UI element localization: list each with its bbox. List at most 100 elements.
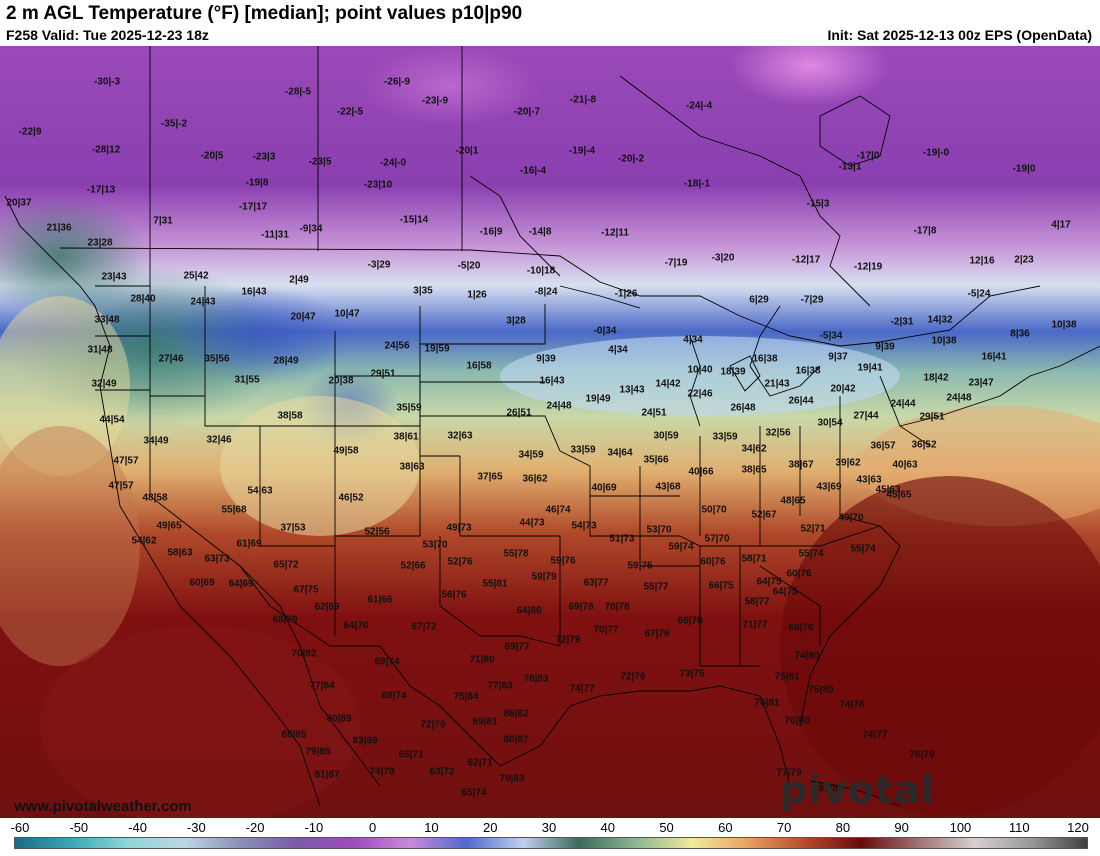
point-value: 26|48 [730,402,756,414]
point-value: 16|43 [241,286,267,298]
point-value: -3|29 [367,259,391,271]
point-value: 52|71 [800,523,826,535]
temperature-map: -30|-3 -28|-5 -26|-9 -23|-9 -21|-8 -24|-4 -22|… [0,46,1100,818]
point-value: 56|76 [441,589,467,601]
colorbar-tick-label: 70 [776,820,792,835]
point-value: 69|74 [374,656,400,668]
point-value: -8|24 [534,286,558,298]
point-value: 24|48 [546,400,572,412]
point-value: 55|77 [643,581,669,593]
point-value: -9|34 [299,223,323,235]
point-value: 16|58 [466,360,492,372]
point-value: 35|66 [643,454,669,466]
point-value: 27|46 [158,353,184,365]
point-value: -7|19 [664,257,688,269]
point-value: 20|42 [830,383,856,395]
point-value: 16|41 [981,351,1007,363]
point-value: 37|65 [477,471,503,483]
colorbar-ticks: -60 -50 -40 -30 -20 -10 0 10 20 30 40 50 60 70 80 90 100… [0,818,1100,836]
point-value: 48|65 [780,495,806,507]
point-value: 49|70 [838,512,864,524]
point-value: 21|36 [46,222,72,234]
point-value: 75|84 [453,691,479,703]
point-value: 33|59 [712,431,738,443]
point-value: -18|-1 [683,178,711,190]
point-value: 10|47 [334,308,360,320]
point-value: 38|67 [788,459,814,471]
point-value: -15|14 [399,214,429,226]
point-value: 32|63 [447,430,473,442]
point-value: -17|17 [238,201,268,213]
point-value: 79|85 [305,746,331,758]
point-value: 68|74 [381,690,407,702]
point-value: 49|73 [446,522,472,534]
point-value: 58|77 [744,596,770,608]
colorbar-tick-label: 20 [482,820,498,835]
point-value: 81|85 [818,783,844,795]
point-value: -3|20 [711,252,735,264]
valid-time: F258 Valid: Tue 2025-12-23 18z [6,27,209,43]
point-value: 76|79 [909,749,935,761]
point-value: 32|49 [91,378,117,390]
point-value: 55|78 [503,548,529,560]
point-value: 70|77 [593,624,619,636]
point-value: 68|76 [677,615,703,627]
colorbar-tick-label: 10 [424,820,439,835]
colorbar-tick-label: -20 [245,820,265,835]
colorbar-tick-label: -30 [186,820,206,835]
colorbar-tick-label: 40 [600,820,615,835]
colorbar-tick-label: 90 [894,820,909,835]
point-value: 38|61 [393,431,419,443]
point-value: 77|84 [309,680,335,692]
point-value: 81|87 [314,769,340,781]
init-time: Init: Sat 2025-12-13 00z EPS (OpenData) [827,27,1092,43]
point-value: -22|-5 [336,106,364,118]
point-value: -5|20 [457,260,481,272]
point-value: -20|5 [200,150,224,162]
point-value: 26|51 [506,407,532,419]
point-value: 50|70 [701,504,727,516]
point-value: -26|-9 [383,76,411,88]
point-value: 71|77 [742,619,768,631]
point-value: 71|80 [469,654,495,666]
point-value: 38|65 [741,464,767,476]
point-value: -22|9 [18,126,42,138]
point-value: 27|44 [853,410,879,422]
point-value: 79|83 [499,773,525,785]
point-value: 26|44 [788,395,814,407]
point-value: 58|63 [167,547,193,559]
point-value: 51|73 [609,533,635,545]
point-value: 12|16 [969,255,995,267]
point-value: 74|78 [839,699,865,711]
boundary-lines [4,46,1100,807]
point-value: -20|-7 [513,106,541,118]
point-value: 30|54 [817,417,843,429]
point-value: 68|85 [281,729,307,741]
point-value: 80|87 [503,734,529,746]
point-value: 60|69 [189,577,215,589]
point-value: -5|24 [967,288,991,300]
point-value: 77|79 [776,767,802,779]
point-value: 74|77 [862,729,888,741]
point-value: -23|5 [308,156,332,168]
point-value: 19|59 [424,343,450,355]
point-value: 68|79 [272,614,298,626]
colorbar-tick-label: -10 [304,820,324,835]
point-value: 60|76 [700,556,726,568]
point-value: 9|39 [536,353,556,365]
point-value: 52|76 [447,556,473,568]
point-value: 33|59 [570,444,596,456]
point-value: 40|63 [892,459,918,471]
point-value: 2|49 [289,274,309,286]
point-value: 4|34 [683,334,703,346]
point-value: 34|59 [518,449,544,461]
point-value: 83|89 [352,735,378,747]
point-value: 38|63 [399,461,425,473]
point-value: 44|54 [99,414,125,426]
point-value: 72|76 [620,671,646,683]
point-value: 32|46 [206,434,232,446]
point-value: -19|0 [1012,163,1036,175]
point-value: 72|79 [420,719,446,731]
point-value: 55|74 [798,548,824,560]
point-value: 70|82 [291,648,317,660]
